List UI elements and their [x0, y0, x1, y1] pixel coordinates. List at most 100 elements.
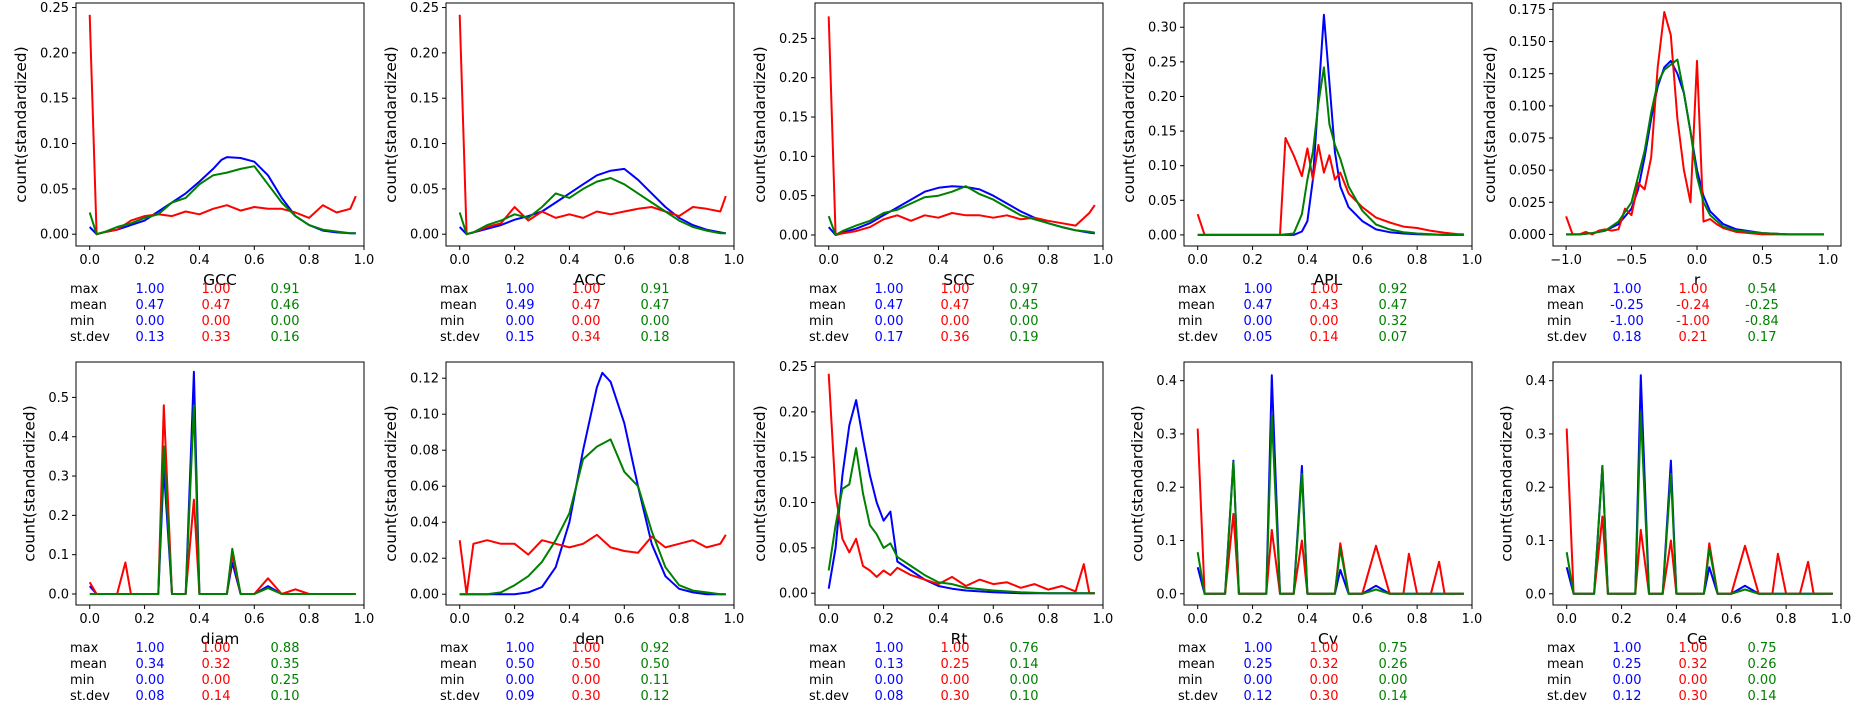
series-line-red	[88, 14, 357, 236]
stat-value-blue: 0.34	[136, 657, 165, 672]
x-tick-label: 0.5	[1752, 253, 1773, 268]
stat-value-green: 0.11	[641, 673, 670, 688]
stat-label-mean: mean	[440, 298, 477, 313]
y-tick-label: 0.00	[779, 228, 808, 243]
series-line-green	[1197, 66, 1464, 236]
stat-label-mean: mean	[70, 298, 107, 313]
subplot-rt: 0.0 0.2 0.4 0.6 0.8 1.0 0.00 0.05 0.10 0.15 0.20 0.…	[751, 360, 1113, 704]
stat-value-red: 1.00	[1679, 641, 1708, 656]
y-tick-label: 0.20	[779, 71, 808, 86]
stat-value-red: 0.30	[941, 689, 970, 704]
stat-value-green: 0.10	[271, 689, 300, 704]
stat-value-green: 0.32	[1379, 314, 1408, 329]
series-line-green	[827, 447, 1095, 595]
x-tick-label: 0.4	[189, 253, 210, 268]
y-tick-label: 0.25	[779, 32, 808, 47]
y-tick-label: 0.12	[410, 372, 439, 387]
stat-value-blue: 0.00	[1244, 673, 1273, 688]
stat-value-blue: 0.49	[506, 298, 535, 313]
stat-value-red: 0.00	[202, 673, 231, 688]
stat-value-green: 0.17	[1748, 330, 1777, 345]
stat-value-blue: -0.25	[1610, 298, 1644, 313]
subplot-r: −1.0 −0.5 0.0 0.5 1.0 0.000 0.025 0.050 0.075 0.1…	[1481, 2, 1842, 345]
y-tick-label: 0.125	[1509, 67, 1546, 82]
stat-value-green: 0.35	[271, 657, 300, 672]
y-tick-label: 0.1	[1525, 534, 1546, 549]
stat-label-stdev: st.dev	[1547, 689, 1587, 704]
axes-frame	[814, 2, 1104, 247]
stat-value-blue: 1.00	[1244, 641, 1273, 656]
x-tick-label: 0.2	[1611, 612, 1632, 627]
subplot-ce: 0.0 0.2 0.4 0.6 0.8 1.0 0.0 0.1 0.2 0.3 0.4 count(s…	[1497, 361, 1851, 704]
stat-label-mean: mean	[809, 657, 846, 672]
stat-value-red: 0.00	[1310, 314, 1339, 329]
y-tick-label: 0.2	[1156, 481, 1177, 496]
series-line-red	[827, 373, 1095, 595]
y-axis-label: count(standardized)	[751, 46, 769, 202]
stat-value-blue: 1.00	[875, 641, 904, 656]
stat-value-red: 1.00	[1310, 282, 1339, 297]
stat-value-blue: 0.13	[136, 330, 165, 345]
x-tick-label: 0.2	[1242, 253, 1263, 268]
y-tick-label: 0.0	[1156, 587, 1177, 602]
stat-value-green: 0.19	[1010, 330, 1039, 345]
stat-value-red: 0.25	[941, 657, 970, 672]
stat-label-min: min	[1547, 673, 1572, 688]
stat-value-red: 0.00	[1679, 673, 1708, 688]
y-tick-label: 0.15	[1148, 125, 1177, 140]
y-tick-label: 0.15	[410, 92, 439, 107]
x-tick-label: 0.0	[818, 612, 839, 627]
stat-label-min: min	[70, 673, 95, 688]
stat-value-blue: 0.00	[506, 314, 535, 329]
stat-value-green: 0.14	[1379, 689, 1408, 704]
y-tick-label: 0.2	[48, 509, 69, 524]
stat-value-blue: 0.17	[875, 330, 904, 345]
x-tick-label: 1.0	[354, 612, 375, 627]
x-tick-label: 0.8	[1038, 253, 1059, 268]
y-tick-label: 0.100	[1509, 99, 1546, 114]
x-tick-label: 0.6	[614, 612, 635, 627]
x-tick-label: 0.6	[983, 253, 1004, 268]
stat-value-red: 0.00	[202, 314, 231, 329]
stat-value-blue: 0.09	[506, 689, 535, 704]
stat-value-blue: 0.05	[1244, 330, 1273, 345]
stat-value-green: 0.00	[1748, 673, 1777, 688]
y-tick-label: 0.05	[40, 182, 69, 197]
x-tick-label: 0.6	[614, 253, 635, 268]
stat-label-max: max	[809, 641, 838, 656]
y-tick-label: 0.15	[779, 451, 808, 466]
x-tick-label: 0.2	[873, 612, 894, 627]
x-tick-label: 1.0	[354, 253, 375, 268]
y-tick-label: 0.0	[1525, 587, 1546, 602]
stat-value-blue: 1.00	[1244, 282, 1273, 297]
stat-label-stdev: st.dev	[1178, 689, 1218, 704]
axes-frame	[1552, 361, 1842, 606]
x-tick-label: 0.6	[1352, 253, 1373, 268]
y-tick-label: 0.175	[1509, 3, 1546, 18]
y-tick-label: 0.4	[48, 430, 69, 445]
stat-value-green: 0.47	[641, 298, 670, 313]
stat-value-blue: 1.00	[1613, 641, 1642, 656]
stat-label-stdev: st.dev	[1547, 330, 1587, 345]
stat-label-mean: mean	[809, 298, 846, 313]
stat-value-red: 0.32	[1679, 657, 1708, 672]
x-tick-label: 0.6	[1352, 612, 1373, 627]
series-line-blue	[458, 167, 726, 236]
stat-label-max: max	[70, 641, 99, 656]
stat-value-red: -0.24	[1676, 298, 1710, 313]
stat-label-max: max	[1547, 641, 1576, 656]
stat-value-green: 0.47	[1379, 298, 1408, 313]
stat-value-blue: 0.00	[875, 673, 904, 688]
y-tick-label: 0.20	[40, 46, 69, 61]
y-axis-label: count(standardized)	[382, 46, 400, 202]
y-tick-label: 0.4	[1156, 374, 1177, 389]
stat-value-blue: 1.00	[506, 641, 535, 656]
stat-value-red: 0.00	[1310, 673, 1339, 688]
stat-value-red: 1.00	[572, 641, 601, 656]
x-tick-label: 0.2	[134, 612, 155, 627]
axes-frame	[1183, 361, 1473, 606]
stat-value-red: 0.14	[202, 689, 231, 704]
x-tick-label: 1.0	[1093, 253, 1114, 268]
stat-value-green: 0.54	[1748, 282, 1777, 297]
